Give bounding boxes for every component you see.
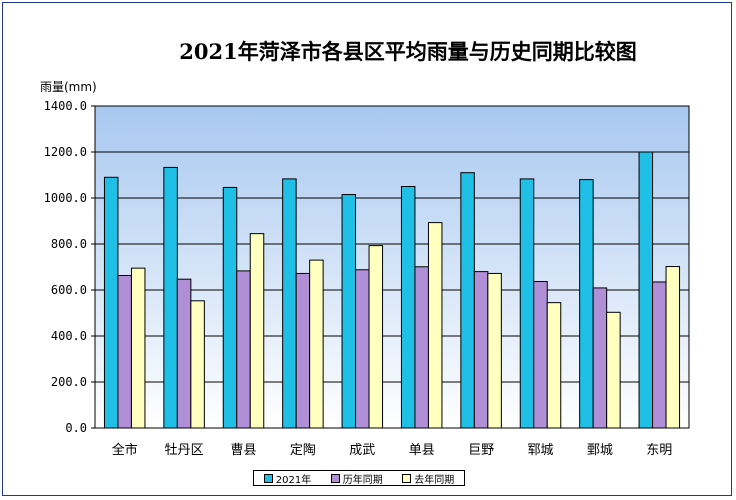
chart-title: 2021年菏泽市各县区平均雨量与历史同期比较图 xyxy=(179,39,637,64)
legend-swatch-last-year xyxy=(402,473,412,483)
bar-last-year xyxy=(427,222,443,429)
bar-last-year xyxy=(190,300,205,429)
y-axis-ticks: 0.0 200.0 400.0 600.0 800.0 1000.0 1200.0 1400.… xyxy=(44,99,95,435)
bar-last-year xyxy=(487,272,502,429)
bar-last-year xyxy=(130,267,146,429)
bar-2021 xyxy=(579,179,594,429)
bar-historical xyxy=(176,278,192,429)
x-axis-labels: 全市 牡丹区 曹县 定陶 成武 单县 巨野 郓城 鄄城 东明 xyxy=(112,442,673,458)
x-category-label: 鄄城 xyxy=(587,443,613,458)
bar-2021 xyxy=(103,176,119,429)
bars xyxy=(103,151,681,429)
x-category-label: 定陶 xyxy=(290,442,316,458)
bar-last-year xyxy=(309,259,324,429)
legend-label-last-year: 去年同期 xyxy=(414,474,455,486)
y-tick-label: 1400.0 xyxy=(44,99,87,113)
legend-item-2021: 2021年 xyxy=(263,471,312,486)
x-category-label: 全市 xyxy=(112,442,138,458)
legend: 2021年 历年同期 去年同期 xyxy=(253,470,465,486)
bar-2021 xyxy=(282,178,297,429)
x-category-label: 单县 xyxy=(409,443,435,458)
y-tick-label: 200.0 xyxy=(51,375,87,389)
legend-item-last-year: 去年同期 xyxy=(402,471,454,486)
bar-last-year xyxy=(249,233,265,429)
bar-historical xyxy=(652,281,667,429)
bar-historical xyxy=(236,270,251,429)
bar-historical xyxy=(533,280,548,429)
bar-2021 xyxy=(400,186,416,429)
legend-label-2021: 2021年 xyxy=(275,474,312,486)
bar-historical xyxy=(592,287,608,429)
y-tick-label: 1200.0 xyxy=(44,145,87,159)
y-tick-label: 0.0 xyxy=(65,421,87,435)
x-category-label: 牡丹区 xyxy=(165,443,204,458)
legend-label-historical: 历年同期 xyxy=(342,474,383,486)
bar-last-year xyxy=(368,245,384,429)
y-tick-label: 1000.0 xyxy=(44,191,87,205)
x-category-label: 曹县 xyxy=(230,443,256,458)
bar-historical xyxy=(295,272,311,429)
bar-historical xyxy=(473,271,489,429)
bar-last-year xyxy=(546,302,562,429)
bar-2021 xyxy=(519,178,535,429)
y-axis-label: 雨量(mm) xyxy=(40,80,97,94)
bar-historical xyxy=(414,266,429,429)
bar-2021 xyxy=(460,172,475,429)
y-tick-label: 600.0 xyxy=(51,283,87,297)
legend-swatch-historical xyxy=(330,473,340,483)
bar-2021 xyxy=(222,186,238,429)
y-tick-label: 800.0 xyxy=(51,237,87,251)
bar-2021 xyxy=(163,166,178,429)
x-category-label: 巨野 xyxy=(468,443,494,458)
legend-swatch-2021 xyxy=(263,473,273,483)
legend-item-historical: 历年同期 xyxy=(330,471,383,486)
x-category-label: 郓城 xyxy=(527,443,553,458)
bar-last-year xyxy=(606,311,621,429)
bar-last-year xyxy=(665,266,681,429)
bar-2021 xyxy=(341,194,357,429)
y-tick-label: 400.0 xyxy=(51,329,87,343)
bar-historical xyxy=(355,269,370,429)
bar-historical xyxy=(117,275,132,429)
bar-2021 xyxy=(638,151,654,429)
x-category-label: 成武 xyxy=(349,443,375,458)
x-category-label: 东明 xyxy=(646,443,672,458)
